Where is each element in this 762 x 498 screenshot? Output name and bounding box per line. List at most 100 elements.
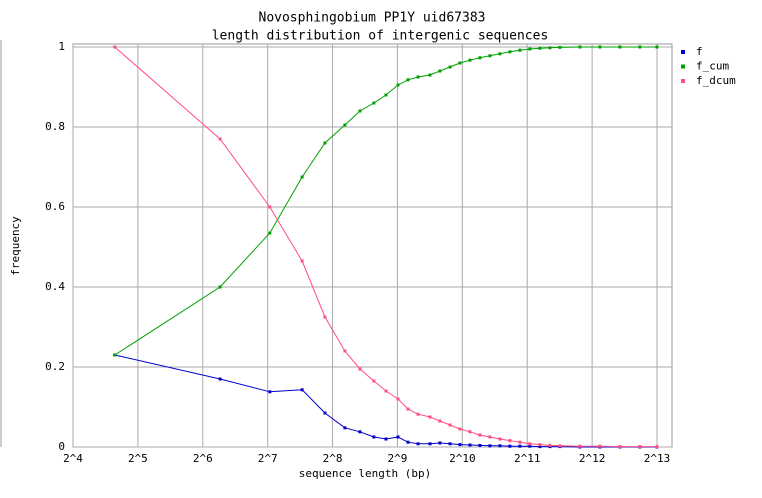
data-point: [218, 377, 222, 381]
x-tick-label: 2^13: [644, 452, 671, 465]
data-point: [488, 444, 492, 448]
chart-subtitle: length distribution of intergenic sequen…: [212, 29, 549, 44]
data-point: [428, 73, 432, 77]
data-point: [478, 56, 482, 60]
data-point: [448, 423, 452, 427]
data-point: [598, 45, 602, 49]
legend-marker: [681, 50, 685, 54]
x-tick-label: 2^6: [193, 452, 213, 465]
x-tick-label: 2^9: [388, 452, 408, 465]
x-tick-label: 2^7: [258, 452, 278, 465]
data-point: [438, 69, 442, 73]
data-point: [508, 50, 512, 54]
data-point: [113, 45, 117, 49]
data-point: [508, 439, 512, 443]
data-point: [655, 45, 659, 49]
legend-marker: [681, 79, 685, 83]
data-point: [300, 175, 304, 179]
data-point: [343, 349, 347, 353]
legend-label: f_dcum: [696, 74, 736, 87]
data-point: [428, 442, 432, 446]
data-point: [655, 445, 659, 449]
data-point: [300, 259, 304, 263]
data-point: [518, 440, 522, 444]
data-point: [384, 437, 388, 441]
y-tick-label: 0.8: [45, 120, 65, 133]
data-point: [458, 61, 462, 65]
data-point: [458, 427, 462, 431]
data-point: [638, 445, 642, 449]
data-point: [396, 83, 400, 87]
data-point: [343, 123, 347, 127]
y-tick-label: 0.6: [45, 200, 65, 213]
data-point: [488, 435, 492, 439]
data-point: [323, 315, 327, 319]
data-point: [438, 441, 442, 445]
data-point: [218, 137, 222, 141]
data-point: [268, 390, 272, 394]
data-point: [578, 444, 582, 448]
data-point: [358, 109, 362, 113]
data-point: [548, 443, 552, 447]
data-point: [372, 101, 376, 105]
x-tick-label: 2^11: [514, 452, 541, 465]
data-point: [396, 397, 400, 401]
data-point: [528, 444, 532, 448]
data-point: [468, 58, 472, 62]
data-point: [468, 443, 472, 447]
data-point: [358, 367, 362, 371]
data-point: [372, 435, 376, 439]
data-point: [268, 231, 272, 235]
data-point: [498, 52, 502, 56]
data-point: [598, 444, 602, 448]
data-point: [538, 46, 542, 50]
data-point: [323, 411, 327, 415]
data-point: [518, 48, 522, 52]
data-point: [488, 54, 492, 58]
x-tick-label: 2^5: [128, 452, 148, 465]
data-point: [300, 388, 304, 392]
data-point: [323, 141, 327, 145]
data-point: [384, 93, 388, 97]
data-point: [468, 430, 472, 434]
data-point: [406, 78, 410, 82]
data-point: [406, 407, 410, 411]
data-point: [406, 440, 410, 444]
legend-marker: [681, 64, 685, 69]
data-point: [428, 415, 432, 419]
data-point: [478, 443, 482, 447]
data-point: [416, 412, 420, 416]
legend-label: f_cum: [696, 60, 729, 73]
data-point: [113, 353, 117, 357]
data-point: [268, 205, 272, 209]
data-point: [498, 444, 502, 448]
data-point: [618, 45, 622, 49]
x-tick-label: 2^12: [579, 452, 606, 465]
y-tick-label: 1: [58, 40, 65, 53]
legend-label: f: [696, 45, 703, 58]
y-tick-label: 0.4: [45, 280, 65, 293]
y-tick-label: 0.2: [45, 360, 65, 373]
data-point: [372, 379, 376, 383]
data-point: [618, 445, 622, 449]
data-point: [548, 46, 552, 50]
data-point: [416, 75, 420, 79]
x-tick-label: 2^8: [323, 452, 343, 465]
data-point: [528, 442, 532, 446]
data-point: [578, 45, 582, 49]
y-axis-label: frequency: [9, 216, 22, 276]
data-point: [396, 435, 400, 439]
data-point: [538, 443, 542, 447]
data-point: [558, 45, 562, 49]
x-tick-label: 2^10: [449, 452, 476, 465]
data-point: [478, 433, 482, 437]
chart-title: Novosphingobium PP1Y uid67383: [259, 11, 486, 26]
data-point: [358, 430, 362, 434]
data-point: [416, 442, 420, 446]
data-point: [498, 437, 502, 441]
data-point: [528, 47, 532, 51]
data-point: [448, 442, 452, 446]
data-point: [508, 444, 512, 448]
